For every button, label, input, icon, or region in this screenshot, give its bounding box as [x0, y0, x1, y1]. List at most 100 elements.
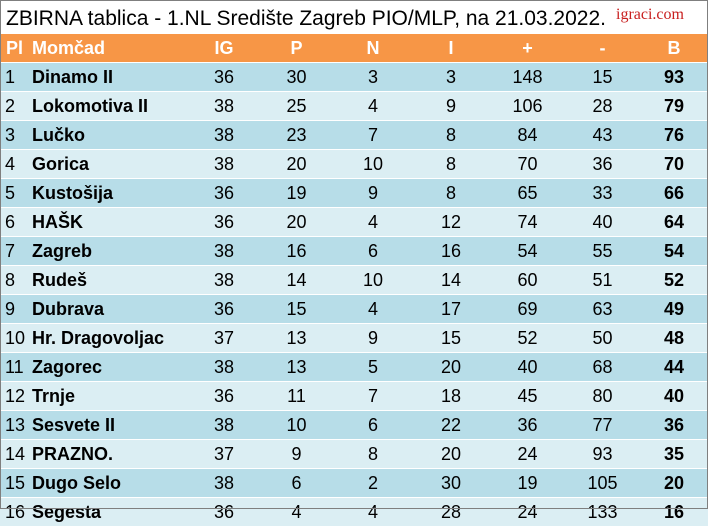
cell-wins: 13	[259, 323, 334, 353]
cell-goals-against: 15	[565, 62, 640, 92]
table-row: 14 PRAZNO. 37 9 8 20 24 93 35	[0, 439, 708, 469]
cell-draws: 9	[334, 323, 412, 353]
cell-goals-for: 40	[490, 352, 565, 382]
cell-position: 11	[0, 352, 29, 382]
cell-team: Hr. Dragovoljac	[29, 323, 189, 353]
standings-table: Pl Momčad IG P N I + - B 1 Dinamo II 36 30 3…	[0, 34, 708, 527]
cell-points: 70	[640, 149, 708, 179]
cell-team: Zagorec	[29, 352, 189, 382]
cell-points: 36	[640, 410, 708, 440]
cell-team: Dubrava	[29, 294, 189, 324]
cell-played: 38	[189, 265, 259, 295]
cell-played: 36	[189, 381, 259, 411]
cell-team: Sesvete II	[29, 410, 189, 440]
cell-draws: 2	[334, 468, 412, 498]
cell-wins: 9	[259, 439, 334, 469]
cell-losses: 17	[412, 294, 490, 324]
cell-goals-for: 36	[490, 410, 565, 440]
cell-goals-against: 77	[565, 410, 640, 440]
cell-goals-for: 19	[490, 468, 565, 498]
cell-losses: 8	[412, 120, 490, 150]
cell-wins: 13	[259, 352, 334, 382]
cell-draws: 5	[334, 352, 412, 382]
table-row: 6 HAŠK 36 20 4 12 74 40 64	[0, 207, 708, 237]
cell-wins: 16	[259, 236, 334, 266]
header-n: N	[334, 34, 412, 63]
cell-team: Zagreb	[29, 236, 189, 266]
cell-goals-against: 68	[565, 352, 640, 382]
cell-position: 1	[0, 62, 29, 92]
cell-goals-against: 50	[565, 323, 640, 353]
header-points: B	[640, 34, 708, 63]
cell-played: 36	[189, 178, 259, 208]
cell-points: 49	[640, 294, 708, 324]
cell-position: 6	[0, 207, 29, 237]
table-row: 4 Gorica 38 20 10 8 70 36 70	[0, 149, 708, 179]
table-row: 15 Dugo Selo 38 6 2 30 19 105 20	[0, 468, 708, 498]
cell-goals-for: 45	[490, 381, 565, 411]
cell-losses: 16	[412, 236, 490, 266]
cell-played: 37	[189, 323, 259, 353]
cell-goals-for: 54	[490, 236, 565, 266]
cell-goals-against: 43	[565, 120, 640, 150]
cell-draws: 3	[334, 62, 412, 92]
cell-draws: 10	[334, 265, 412, 295]
cell-played: 38	[189, 120, 259, 150]
cell-points: 64	[640, 207, 708, 237]
cell-position: 16	[0, 497, 29, 527]
cell-position: 13	[0, 410, 29, 440]
cell-goals-for: 65	[490, 178, 565, 208]
header-row: Pl Momčad IG P N I + - B	[0, 34, 708, 63]
cell-points: 48	[640, 323, 708, 353]
cell-wins: 15	[259, 294, 334, 324]
cell-position: 2	[0, 91, 29, 121]
cell-goals-for: 106	[490, 91, 565, 121]
cell-draws: 10	[334, 149, 412, 179]
cell-position: 5	[0, 178, 29, 208]
cell-draws: 7	[334, 120, 412, 150]
cell-goals-against: 93	[565, 439, 640, 469]
cell-goals-for: 84	[490, 120, 565, 150]
table-row: 5 Kustošija 36 19 9 8 65 33 66	[0, 178, 708, 208]
cell-team: Dugo Selo	[29, 468, 189, 498]
cell-goals-against: 36	[565, 149, 640, 179]
cell-losses: 20	[412, 439, 490, 469]
cell-played: 36	[189, 294, 259, 324]
table-row: 9 Dubrava 36 15 4 17 69 63 49	[0, 294, 708, 324]
header-goals-against: -	[565, 34, 640, 63]
table-row: 10 Hr. Dragovoljac 37 13 9 15 52 50 48	[0, 323, 708, 353]
cell-team: Lučko	[29, 120, 189, 150]
cell-position: 8	[0, 265, 29, 295]
cell-goals-for: 69	[490, 294, 565, 324]
cell-points: 40	[640, 381, 708, 411]
cell-position: 10	[0, 323, 29, 353]
cell-losses: 14	[412, 265, 490, 295]
cell-losses: 8	[412, 178, 490, 208]
cell-points: 66	[640, 178, 708, 208]
cell-draws: 6	[334, 410, 412, 440]
cell-losses: 18	[412, 381, 490, 411]
cell-points: 16	[640, 497, 708, 527]
cell-points: 79	[640, 91, 708, 121]
cell-goals-against: 133	[565, 497, 640, 527]
cell-goals-against: 80	[565, 381, 640, 411]
cell-played: 38	[189, 468, 259, 498]
header-pl: Pl	[0, 34, 29, 63]
cell-points: 35	[640, 439, 708, 469]
header-team: Momčad	[29, 34, 189, 63]
cell-losses: 22	[412, 410, 490, 440]
header-ig: IG	[189, 34, 259, 63]
cell-losses: 8	[412, 149, 490, 179]
cell-draws: 4	[334, 497, 412, 527]
cell-points: 52	[640, 265, 708, 295]
cell-losses: 12	[412, 207, 490, 237]
header-i: I	[412, 34, 490, 63]
cell-played: 36	[189, 207, 259, 237]
cell-wins: 25	[259, 91, 334, 121]
cell-losses: 3	[412, 62, 490, 92]
table-row: 12 Trnje 36 11 7 18 45 80 40	[0, 381, 708, 411]
cell-team: Rudeš	[29, 265, 189, 295]
table-row: 3 Lučko 38 23 7 8 84 43 76	[0, 120, 708, 150]
cell-position: 9	[0, 294, 29, 324]
cell-points: 44	[640, 352, 708, 382]
